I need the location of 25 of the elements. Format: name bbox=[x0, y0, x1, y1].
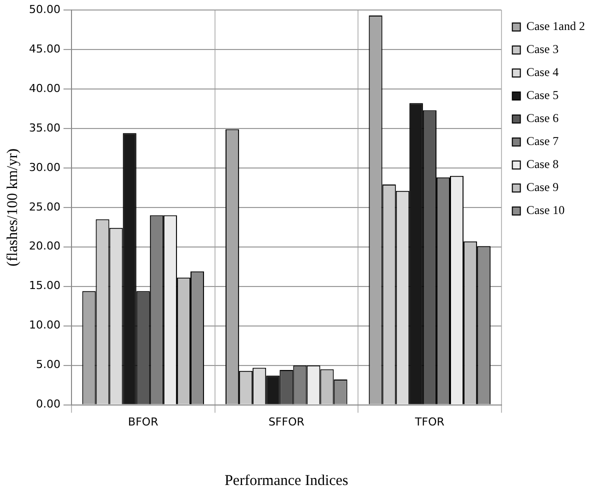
y-tick-label: 0.00 bbox=[36, 398, 60, 411]
y-tick-label: 45.00 bbox=[28, 42, 60, 56]
legend-label: Case 5 bbox=[526, 88, 559, 102]
legend-label: Case 9 bbox=[526, 180, 559, 194]
legend-label: Case 7 bbox=[526, 134, 559, 148]
legend-label: Case 4 bbox=[526, 65, 559, 80]
y-tick-label: 25.00 bbox=[28, 200, 60, 214]
y-tick-label: 35.00 bbox=[28, 121, 60, 134]
legend-label: Case 6 bbox=[526, 111, 559, 126]
y-tick-label: 30.00 bbox=[28, 160, 60, 174]
legend-label: Case 1and 2 bbox=[526, 19, 586, 34]
y-tick-label: 5.00 bbox=[36, 358, 60, 372]
x-tick-label: SFFOR bbox=[268, 415, 305, 428]
y-tick-label: 50.00 bbox=[28, 2, 60, 16]
x-tick-label: TFOR bbox=[414, 415, 445, 428]
y-axis-title: (flashes/100 km/yr) bbox=[4, 148, 21, 266]
legend-label: Case 10 bbox=[526, 203, 565, 218]
x-axis-title: Performance Indices bbox=[224, 472, 348, 489]
x-tick-label: BFOR bbox=[128, 415, 159, 428]
y-tick-label: 40.00 bbox=[28, 82, 60, 95]
y-tick-label: 15.00 bbox=[28, 279, 60, 292]
legend-label: Case 3 bbox=[526, 42, 559, 56]
y-tick-label: 20.00 bbox=[28, 240, 60, 253]
legend-label: Case 8 bbox=[526, 157, 559, 172]
y-tick-label: 10.00 bbox=[28, 318, 60, 332]
